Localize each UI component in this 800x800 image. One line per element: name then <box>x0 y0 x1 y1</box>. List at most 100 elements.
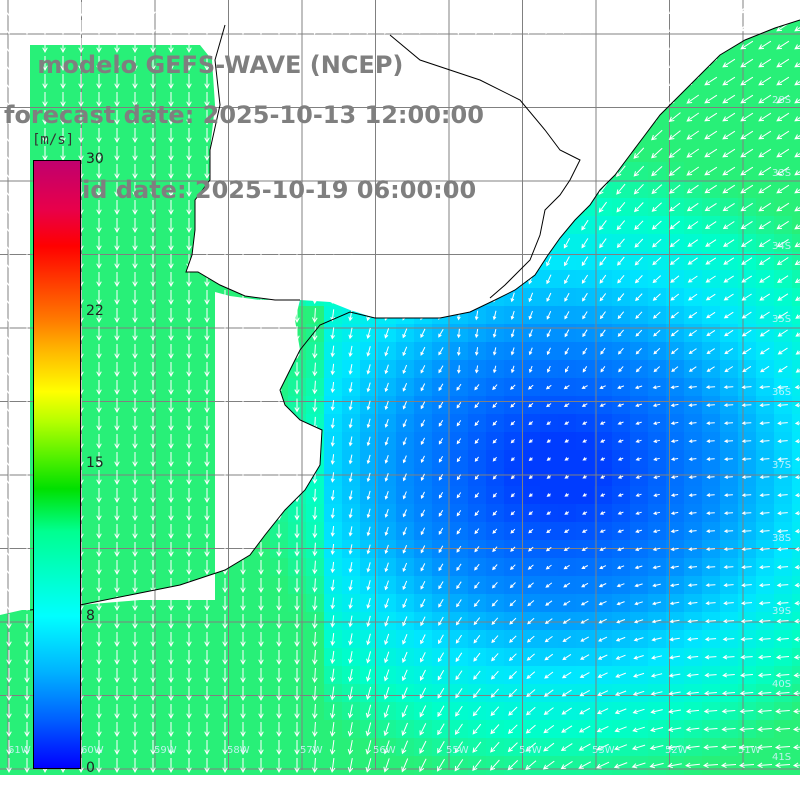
wind-arrow <box>401 182 409 197</box>
wind-arrow <box>150 632 156 648</box>
wind-arrow <box>6 632 12 648</box>
wind-speed-cell <box>630 522 649 541</box>
wind-speed-cell <box>432 666 451 685</box>
wind-arrow <box>616 165 626 178</box>
wind-speed-cell <box>666 414 685 433</box>
wind-arrow <box>474 255 479 268</box>
wind-speed-cell <box>774 396 793 415</box>
wind-speed-cell <box>504 666 523 685</box>
wind-arrow <box>760 365 770 373</box>
wind-arrow <box>24 38 30 54</box>
wind-speed-cell <box>684 594 703 613</box>
wind-arrow <box>617 274 625 284</box>
wind-speed-cell <box>720 738 739 757</box>
wind-arrow <box>132 20 138 36</box>
wind-speed-cell <box>342 576 361 595</box>
wind-arrow <box>686 690 699 696</box>
wind-arrow <box>132 704 138 720</box>
wind-arrow <box>704 184 717 194</box>
wind-speed-cell <box>666 360 685 379</box>
wind-arrow <box>528 475 533 479</box>
wind-arrow <box>474 510 480 517</box>
wind-arrow <box>580 618 589 624</box>
wind-speed-cell <box>504 684 523 703</box>
wind-speed-cell <box>576 360 595 379</box>
wind-speed-cell <box>432 324 451 343</box>
wind-arrow <box>168 596 174 612</box>
wind-speed-cell <box>414 486 433 505</box>
wind-speed-cell <box>576 756 595 775</box>
wind-arrow <box>600 329 606 338</box>
wind-arrow <box>366 454 371 465</box>
wind-arrow <box>222 254 228 270</box>
wind-speed-cell <box>378 360 397 379</box>
wind-arrow <box>545 546 552 552</box>
wind-arrow <box>294 200 300 216</box>
wind-speed-cell <box>432 630 451 649</box>
wind-arrow <box>777 421 788 426</box>
wind-speed-cell <box>594 414 613 433</box>
wind-arrow <box>598 75 608 88</box>
wind-speed-cell <box>486 594 505 613</box>
wind-arrow <box>546 237 552 249</box>
wind-arrow <box>329 704 336 719</box>
wind-arrow <box>740 112 754 122</box>
wind-speed-cell <box>774 360 793 379</box>
wind-arrow <box>456 438 462 445</box>
wind-arrow <box>132 308 138 324</box>
wind-arrow <box>330 597 336 610</box>
wind-arrow <box>490 670 499 680</box>
wind-arrow <box>24 362 30 378</box>
wind-arrow <box>617 385 625 389</box>
wind-arrow <box>294 416 300 431</box>
wind-arrow <box>492 564 498 571</box>
wind-speed-cell <box>702 630 721 649</box>
wind-speed-cell <box>648 342 667 361</box>
wind-speed-cell <box>612 360 631 379</box>
wind-arrow <box>564 329 570 338</box>
wind-speed-cell <box>450 414 469 433</box>
wind-arrow <box>420 437 426 446</box>
wind-arrow <box>258 254 264 270</box>
wind-arrow <box>794 170 800 176</box>
wind-arrow <box>347 686 353 701</box>
wind-speed-cell <box>756 648 775 667</box>
wind-arrow <box>240 614 246 630</box>
wind-speed-cell <box>504 738 523 757</box>
wind-speed-cell <box>342 558 361 577</box>
wind-arrow <box>776 148 790 158</box>
wind-arrow <box>312 254 318 269</box>
wind-arrow <box>222 740 228 756</box>
wind-arrow <box>473 128 480 143</box>
wind-speed-cell <box>648 522 667 541</box>
wind-arrow <box>686 112 700 122</box>
wind-speed-cell <box>792 180 800 199</box>
wind-arrow <box>114 326 120 342</box>
wind-arrow <box>222 506 228 522</box>
wind-arrow <box>651 601 662 606</box>
wind-arrow <box>617 529 624 533</box>
wind-speed-cell <box>522 666 541 685</box>
wind-arrow <box>581 274 589 284</box>
wind-arrow <box>186 416 192 432</box>
wind-arrow <box>670 403 679 408</box>
wind-arrow <box>508 671 517 680</box>
wind-arrow <box>510 347 515 356</box>
wind-arrow <box>240 326 246 342</box>
wind-arrow <box>222 326 228 342</box>
wind-speed-cell <box>486 360 505 379</box>
wind-arrow <box>204 650 210 666</box>
wind-speed-cell <box>720 144 739 163</box>
wind-arrow <box>564 439 569 443</box>
wind-arrow <box>685 744 700 750</box>
wind-arrow <box>366 400 371 411</box>
lon-label: 53W <box>592 745 615 756</box>
wind-arrow <box>635 421 642 425</box>
wind-arrow <box>509 92 516 107</box>
wind-speed-cell <box>432 522 451 541</box>
wind-speed-cell <box>576 522 595 541</box>
wind-arrow <box>204 2 210 18</box>
wind-arrow <box>347 128 354 143</box>
wind-speed-cell <box>324 486 343 505</box>
wind-arrow <box>775 672 790 678</box>
